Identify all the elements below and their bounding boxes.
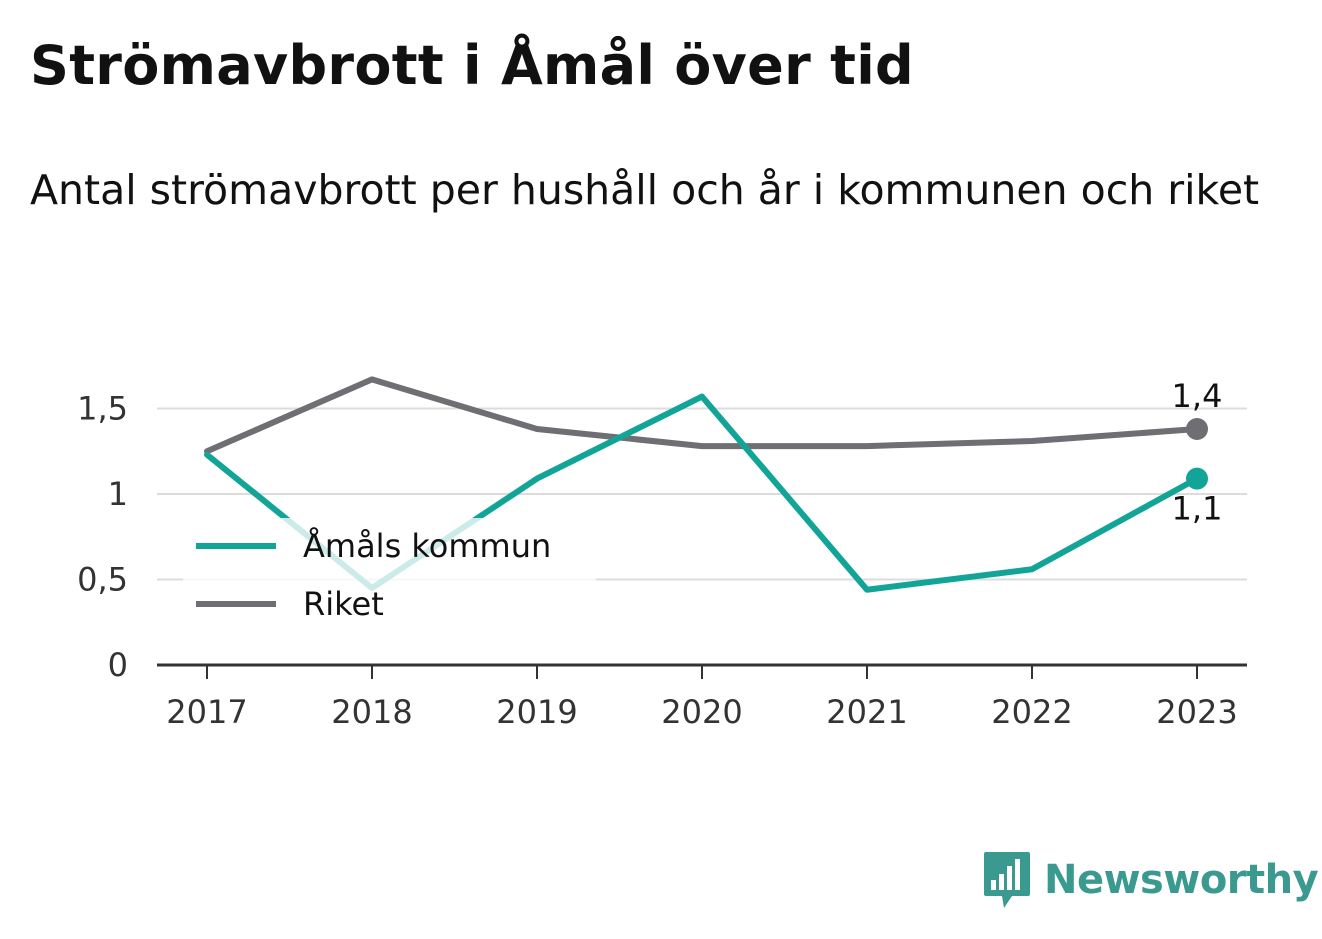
end-marker-riket [1186,418,1208,441]
y-tick-label: 1,5 [77,390,128,428]
x-tick-label: 2022 [991,693,1072,731]
legend: Åmåls kommun Riket [183,518,596,628]
chart-title: Strömavbrott i Åmål över tid [30,34,915,97]
y-tick-label: 1 [108,475,128,513]
y-tick-label: 0,5 [77,561,128,599]
chart-subtitle: Antal strömavbrott per hushåll och år i … [30,166,1260,214]
end-markers [1186,418,1208,490]
data-label-riket: 1,4 [1172,377,1223,415]
x-tick-label: 2018 [331,693,412,731]
newsworthy-logo: Newsworthy [982,850,1319,910]
x-tick-label: 2021 [826,693,907,731]
x-tick-label: 2020 [661,693,742,731]
end-marker-amal [1186,467,1208,490]
y-tick-label: 0 [108,646,128,684]
x-tick-label: 2019 [496,693,577,731]
x-tick-label: 2023 [1156,693,1237,731]
y-axis: 0 0,5 1 1,5 [77,390,128,685]
x-axis: 2017 2018 2019 2020 2021 2022 2023 [157,663,1247,731]
bar-chart-icon [984,852,1030,908]
data-labels: 1,1 1,4 [1172,377,1223,528]
legend-label: Åmåls kommun [303,527,551,565]
x-tick-label: 2017 [166,693,247,731]
legend-background [183,518,596,628]
series-line-riket [204,376,1200,455]
data-label-amal: 1,1 [1172,490,1223,528]
brand-name: Newsworthy [1044,857,1319,903]
legend-label: Riket [303,585,384,623]
